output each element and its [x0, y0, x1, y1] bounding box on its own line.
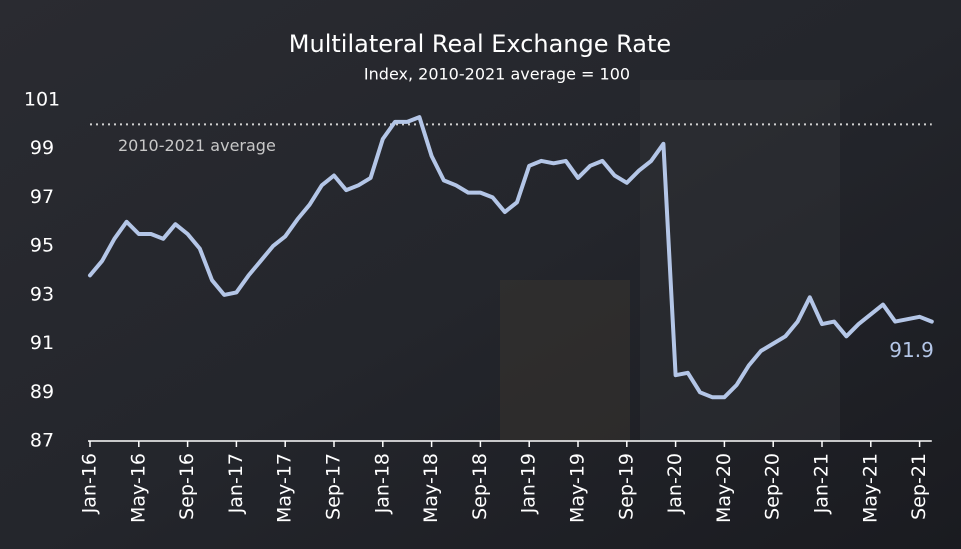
x-tick-label: Jan-17 [225, 453, 247, 514]
chart: Multilateral Real Exchange Rate Index, 2… [0, 0, 961, 549]
x-tick-label: Sep-20 [762, 453, 784, 520]
x-tick-label: Sep-19 [615, 453, 637, 520]
chart-title: Multilateral Real Exchange Rate [289, 30, 671, 58]
x-tick-label: May-18 [420, 453, 442, 523]
x-tick-label: May-17 [274, 453, 296, 523]
y-tick-label: 91 [30, 332, 54, 354]
x-tick-label: May-20 [713, 453, 735, 523]
x-tick-label: May-16 [127, 453, 149, 523]
x-tick-label: Jan-16 [79, 453, 101, 514]
chart-subtitle: Index, 2010-2021 average = 100 [364, 65, 630, 84]
y-tick-label: 93 [30, 283, 54, 305]
x-tick-label: Jan-21 [811, 453, 833, 514]
y-tick-label: 87 [30, 430, 54, 452]
x-tick-label: Sep-17 [323, 453, 345, 520]
end-value-label: 91.9 [889, 338, 934, 362]
x-tick-label: Sep-18 [469, 453, 491, 520]
x-tick-label: Sep-21 [908, 453, 930, 520]
y-tick-label: 101 [24, 89, 60, 111]
x-tick-label: Jan-20 [664, 453, 686, 514]
reference-label: 2010-2021 average [118, 136, 276, 155]
x-tick-label: May-21 [859, 453, 881, 523]
x-tick-label: Jan-19 [518, 453, 540, 514]
y-tick-label: 99 [30, 137, 54, 159]
background-building [500, 280, 630, 440]
y-tick-label: 95 [30, 235, 54, 257]
y-tick-label: 97 [30, 186, 54, 208]
x-tick-label: May-19 [567, 453, 589, 523]
x-tick-label: Jan-18 [371, 453, 393, 514]
x-tick-label: Sep-16 [176, 453, 198, 520]
y-tick-label: 89 [30, 381, 54, 403]
